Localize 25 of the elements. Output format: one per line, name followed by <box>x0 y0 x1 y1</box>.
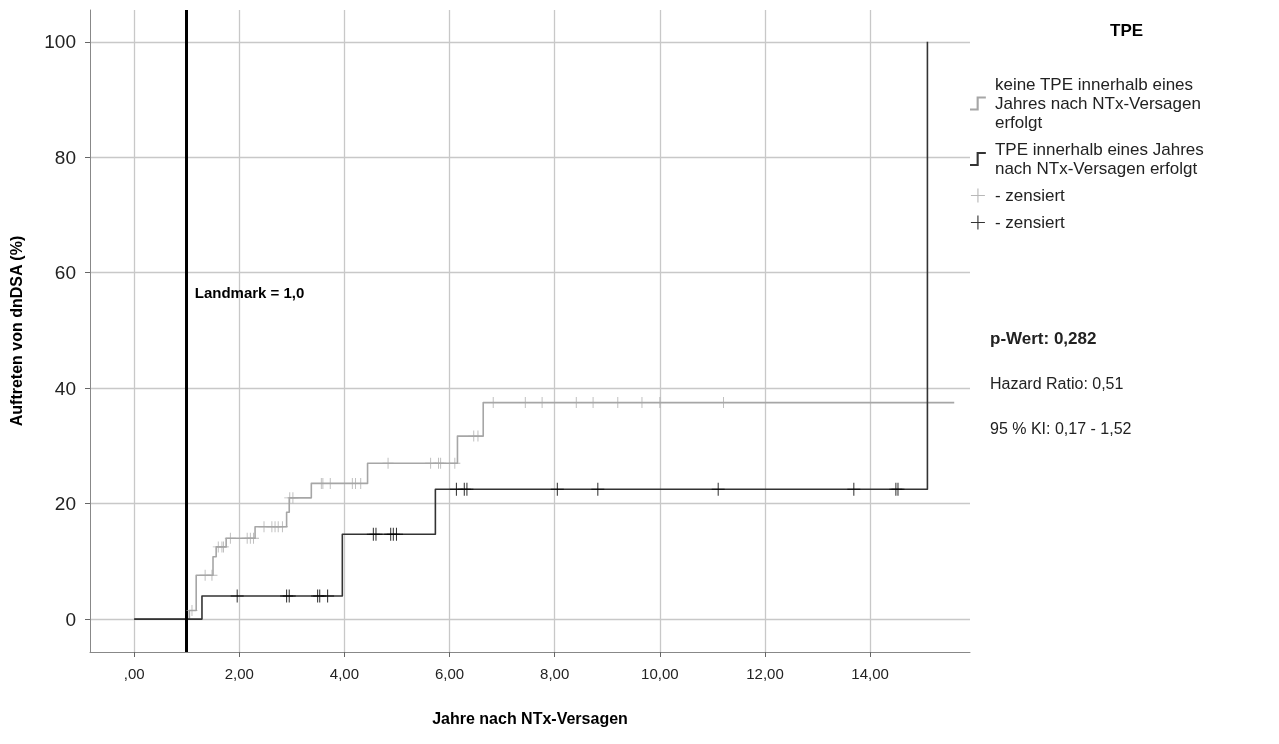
x-tick-label: 10,00 <box>641 665 679 682</box>
y-tick-label: 60 <box>54 262 76 284</box>
x-tick-label: 8,00 <box>540 665 570 682</box>
y-tick-label: 0 <box>65 608 76 630</box>
text: Hazard Ratio: 0,51 <box>990 374 1124 392</box>
text: 95 % KI: 0,17 - 1,52 <box>990 419 1132 437</box>
legend-label: keine TPE innerhalb eines Jahres nach NTx-Versagen erfolgt <box>994 75 1206 132</box>
y-tick-label: 40 <box>54 377 76 399</box>
x-tick-label: 6,00 <box>434 665 465 682</box>
x-tick-label: 2,00 <box>224 665 254 682</box>
y-tick-label: 80 <box>54 146 76 168</box>
legend-label: TPE innerhalb eines Jahres nach NTx-Versagen erfolgt <box>994 140 1209 178</box>
y-tick-label: 20 <box>54 493 76 515</box>
y-tick-label: 100 <box>44 31 76 53</box>
x-tick-label: 4,00 <box>329 665 360 682</box>
legend-title: TPE <box>1110 21 1144 40</box>
x-axis-title: Jahre nach NTx-Versagen <box>432 709 628 727</box>
text: p-Wert: 0,282 <box>990 329 1097 348</box>
y-axis-title: Auftreten von dnDSA (%) <box>7 235 25 427</box>
legend-label: - zensiert <box>994 213 1066 232</box>
x-tick-label: 14,00 <box>851 665 889 682</box>
x-tick-label: 12,00 <box>746 665 784 682</box>
ref-line-label: Landmark = 1,0 <box>194 284 305 301</box>
x-tick-label: ,00 <box>123 665 145 682</box>
legend-label: - zensiert <box>994 186 1066 205</box>
